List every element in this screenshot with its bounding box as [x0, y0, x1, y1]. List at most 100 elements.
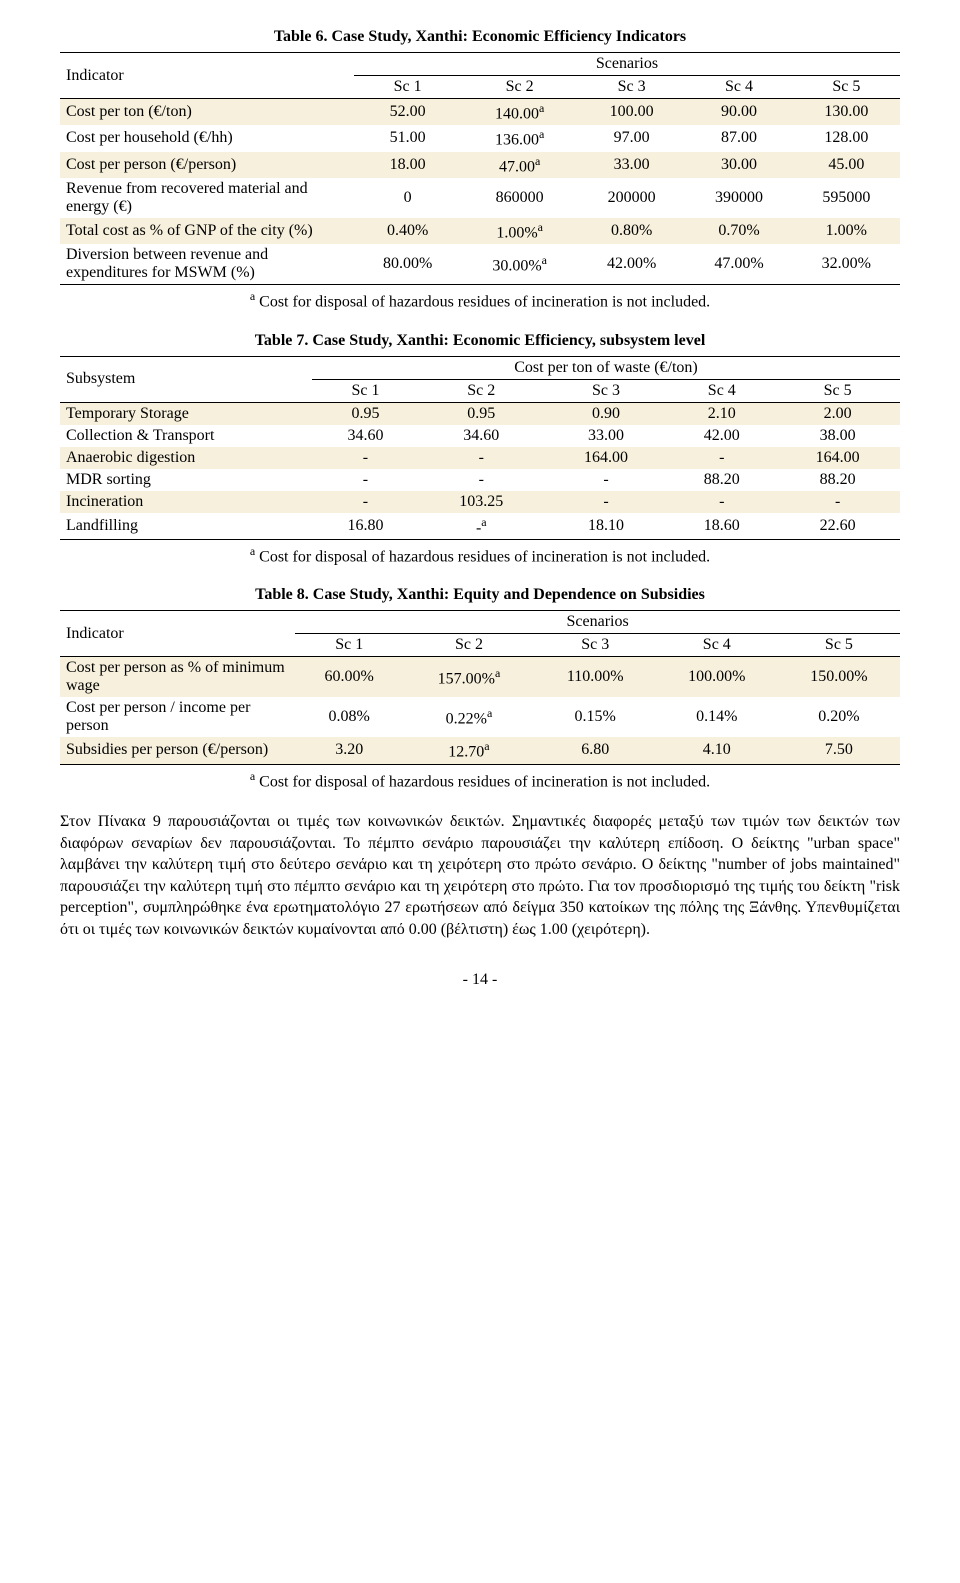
table-row-label: Collection & Transport [60, 425, 312, 447]
table6-col: Sc 1 [354, 76, 461, 99]
table8-col: Sc 5 [778, 634, 900, 657]
table6-footnote: a Cost for disposal of hazardous residue… [60, 289, 900, 311]
table-row-label: Incineration [60, 491, 312, 513]
table8-indicator-header: Indicator [60, 611, 295, 657]
table-cell: 0.95 [419, 402, 544, 425]
table-row-label: Anaerobic digestion [60, 447, 312, 469]
table6-col: Sc 2 [461, 76, 578, 99]
table-cell: 88.20 [668, 469, 775, 491]
table7-subsystem-header: Subsystem [60, 356, 312, 402]
table8-col: Sc 2 [403, 634, 534, 657]
table-cell: 22.60 [775, 513, 900, 540]
table-cell: 2.00 [775, 402, 900, 425]
table-row-label: Subsidies per person (€/person) [60, 737, 295, 764]
table7-col: Sc 2 [419, 379, 544, 402]
table-cell: 0.40% [354, 218, 461, 244]
table-row-label: MDR sorting [60, 469, 312, 491]
table8-scenarios-header: Scenarios [295, 611, 900, 634]
table6-indicator-header: Indicator [60, 53, 354, 99]
table-cell: 18.60 [668, 513, 775, 540]
page-number: - 14 - [60, 971, 900, 989]
table-cell: 164.00 [775, 447, 900, 469]
table-cell: 110.00% [535, 657, 656, 698]
table8: Indicator Scenarios Sc 1 Sc 2 Sc 3 Sc 4 … [60, 610, 900, 764]
table-cell: 33.00 [578, 152, 685, 178]
table-row-label: Diversion between revenue and expenditur… [60, 244, 354, 285]
table-cell: - [312, 491, 419, 513]
table-cell: 34.60 [312, 425, 419, 447]
table-cell: 0 [354, 178, 461, 218]
table-cell: 130.00 [793, 99, 900, 126]
table-cell: 32.00% [793, 244, 900, 285]
table8-col: Sc 1 [295, 634, 403, 657]
table-cell: 88.20 [775, 469, 900, 491]
table-cell: 0.70% [685, 218, 792, 244]
table-cell: - [312, 469, 419, 491]
table-cell: 34.60 [419, 425, 544, 447]
table-cell: 45.00 [793, 152, 900, 178]
table-cell: - [544, 491, 669, 513]
table-row-label: Revenue from recovered material and ener… [60, 178, 354, 218]
table-cell: 7.50 [778, 737, 900, 764]
table6: Indicator Scenarios Sc 1 Sc 2 Sc 3 Sc 4 … [60, 52, 900, 285]
table7-col: Sc 1 [312, 379, 419, 402]
table-cell: 0.80% [578, 218, 685, 244]
table-cell: 164.00 [544, 447, 669, 469]
table-cell: 52.00 [354, 99, 461, 126]
table-row-label: Cost per person / income per person [60, 697, 295, 737]
table-cell: 18.00 [354, 152, 461, 178]
table-cell: 100.00 [578, 99, 685, 126]
table7-cost-header: Cost per ton of waste (€/ton) [312, 356, 900, 379]
table-cell: 0.22%a [403, 697, 534, 737]
table7-footnote: a Cost for disposal of hazardous residue… [60, 544, 900, 566]
table-cell: 51.00 [354, 125, 461, 151]
table-cell: 30.00%a [461, 244, 578, 285]
table-cell: 0.14% [656, 697, 778, 737]
table6-col: Sc 3 [578, 76, 685, 99]
table-cell: 128.00 [793, 125, 900, 151]
table8-col: Sc 3 [535, 634, 656, 657]
table-cell: 97.00 [578, 125, 685, 151]
table-cell: 2.10 [668, 402, 775, 425]
table7-col: Sc 5 [775, 379, 900, 402]
table-row-label: Cost per person (€/person) [60, 152, 354, 178]
table-cell: - [312, 447, 419, 469]
table-cell: 42.00% [578, 244, 685, 285]
table-cell: 595000 [793, 178, 900, 218]
table-row-label: Temporary Storage [60, 402, 312, 425]
table8-footnote: a Cost for disposal of hazardous residue… [60, 769, 900, 791]
table-cell: 0.15% [535, 697, 656, 737]
table-row-label: Cost per ton (€/ton) [60, 99, 354, 126]
table-cell: 16.80 [312, 513, 419, 540]
table-row-label: Total cost as % of GNP of the city (%) [60, 218, 354, 244]
table-cell: 6.80 [535, 737, 656, 764]
table-cell: 0.20% [778, 697, 900, 737]
table-cell: 200000 [578, 178, 685, 218]
table6-col: Sc 4 [685, 76, 792, 99]
table-cell: 150.00% [778, 657, 900, 698]
table7: Subsystem Cost per ton of waste (€/ton) … [60, 356, 900, 540]
table-cell: 33.00 [544, 425, 669, 447]
table-cell: 60.00% [295, 657, 403, 698]
table7-col: Sc 4 [668, 379, 775, 402]
table-cell: - [668, 491, 775, 513]
table-cell: - [419, 447, 544, 469]
table-cell: -a [419, 513, 544, 540]
table-cell: 157.00%a [403, 657, 534, 698]
table7-col: Sc 3 [544, 379, 669, 402]
table8-col: Sc 4 [656, 634, 778, 657]
table-cell: 90.00 [685, 99, 792, 126]
table-cell: 140.00a [461, 99, 578, 126]
table7-title: Table 7. Case Study, Xanthi: Economic Ef… [60, 332, 900, 350]
table-cell: 0.90 [544, 402, 669, 425]
table-cell: 80.00% [354, 244, 461, 285]
table-cell: 47.00a [461, 152, 578, 178]
table-cell: - [544, 469, 669, 491]
table-cell: 0.95 [312, 402, 419, 425]
table6-col: Sc 5 [793, 76, 900, 99]
table-cell: 3.20 [295, 737, 403, 764]
table-cell: 18.10 [544, 513, 669, 540]
table6-title: Table 6. Case Study, Xanthi: Economic Ef… [60, 28, 900, 46]
body-paragraph: Στον Πίνακα 9 παρουσιάζονται οι τιμές τω… [60, 811, 900, 941]
table6-scenarios-header: Scenarios [354, 53, 900, 76]
